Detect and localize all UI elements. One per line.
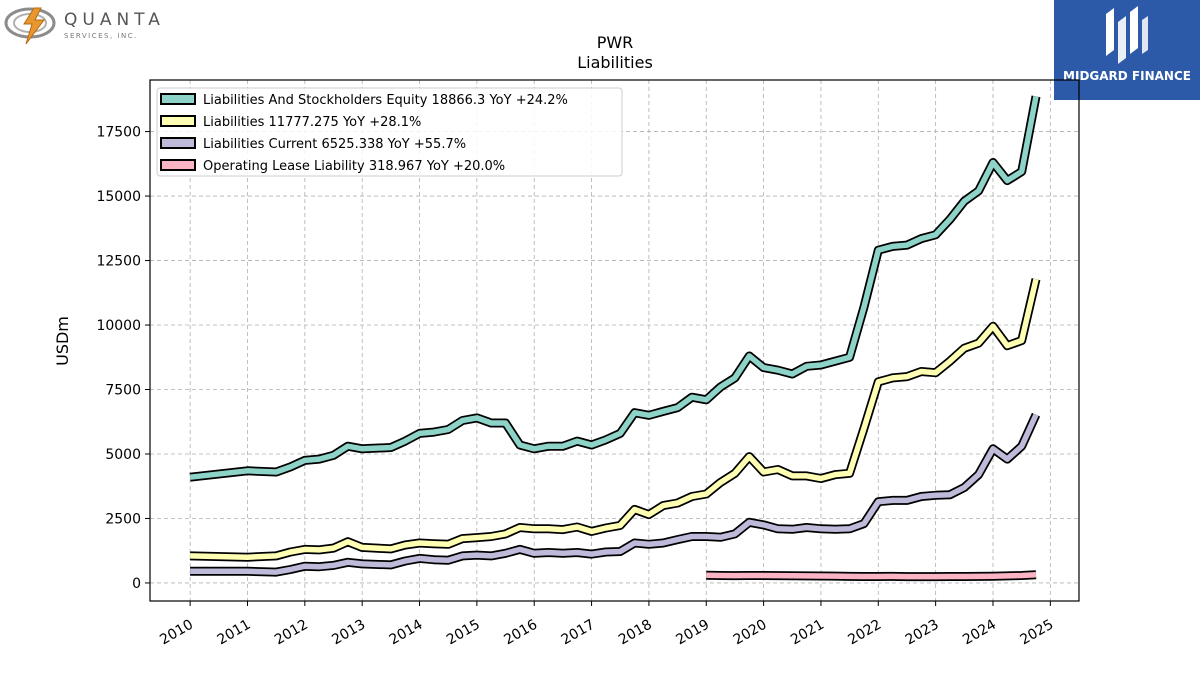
x-tick-label: 2015 [444, 617, 483, 649]
x-tick-label: 2025 [1017, 617, 1056, 649]
x-tick-label: 2023 [903, 617, 942, 649]
legend-swatch [160, 137, 196, 149]
midgard-emblem-icon [1106, 6, 1148, 64]
series-lines [189, 95, 1041, 582]
legend-swatch [160, 93, 196, 105]
series-stroke [706, 571, 1037, 580]
y-tick-label: 2500 [105, 511, 141, 527]
legend-entry: Liabilities And Stockholders Equity 1886… [203, 93, 568, 108]
x-tick-label: 2011 [215, 617, 254, 649]
legend-swatch [160, 115, 196, 127]
legend: Liabilities And Stockholders Equity 1886… [156, 87, 623, 177]
y-tick-label: 5000 [105, 447, 141, 463]
x-tick-label: 2012 [272, 617, 311, 649]
chart-subtitle: Liabilities [577, 53, 653, 72]
x-tick-label: 2020 [731, 617, 770, 649]
x-tick-label: 2013 [329, 617, 368, 649]
y-axis-label: USDm [53, 316, 72, 366]
plot-frame [149, 79, 1080, 602]
y-tick-label: 7500 [105, 383, 141, 399]
brand-badge-name: MIDGARD FINANCE [1063, 69, 1191, 83]
series-line-2 [190, 412, 1041, 577]
company-logo-name: QUANTA [64, 10, 164, 30]
legend-entry: Liabilities Current 6525.338 YoY +55.7% [203, 137, 466, 152]
series-stroke [190, 413, 1039, 575]
x-tick-label: 2022 [845, 617, 884, 649]
x-tick-label: 2018 [616, 617, 655, 649]
x-tick-label: 2016 [501, 617, 540, 649]
y-axis: 0 2500 5000 7500 10000 12500 15000 17500 [96, 125, 150, 592]
x-tick-label: 2017 [559, 617, 598, 649]
chart-title: PWR [597, 33, 634, 52]
x-tick-label: 2021 [788, 617, 827, 649]
y-tick-label: 15000 [96, 189, 141, 205]
legend-box [156, 87, 623, 177]
legend-entry: Operating Lease Liability 318.967 YoY +2… [203, 159, 505, 174]
x-tick-label: 2024 [960, 617, 999, 649]
series-line-1 [189, 278, 1041, 562]
y-tick-label: 0 [132, 576, 141, 592]
company-logo: QUANTA SERVICES, INC. [4, 4, 164, 48]
x-tick-label: 2014 [387, 617, 426, 649]
legend-entry: Liabilities 11777.275 YoY +28.1% [203, 115, 421, 130]
x-axis: 2010 2011 2012 2013 2014 2015 2016 2017 2018 2019… [157, 601, 1056, 648]
brand-badge: MIDGARD FINANCE [1054, 0, 1200, 100]
series-line-0 [189, 95, 1041, 482]
y-tick-label: 12500 [96, 254, 141, 270]
lightning-globe-icon [4, 7, 56, 45]
y-tick-label: 17500 [96, 125, 141, 141]
series-line-3 [706, 570, 1037, 582]
legend-swatch [160, 159, 196, 171]
y-tick-label: 10000 [96, 318, 141, 334]
series-stroke [190, 278, 1039, 560]
series-stroke [189, 95, 1039, 480]
x-tick-label: 2019 [673, 617, 712, 649]
x-tick-label: 2010 [157, 617, 196, 649]
series-outline [189, 278, 1041, 562]
company-logo-sub: SERVICES, INC. [64, 32, 138, 40]
